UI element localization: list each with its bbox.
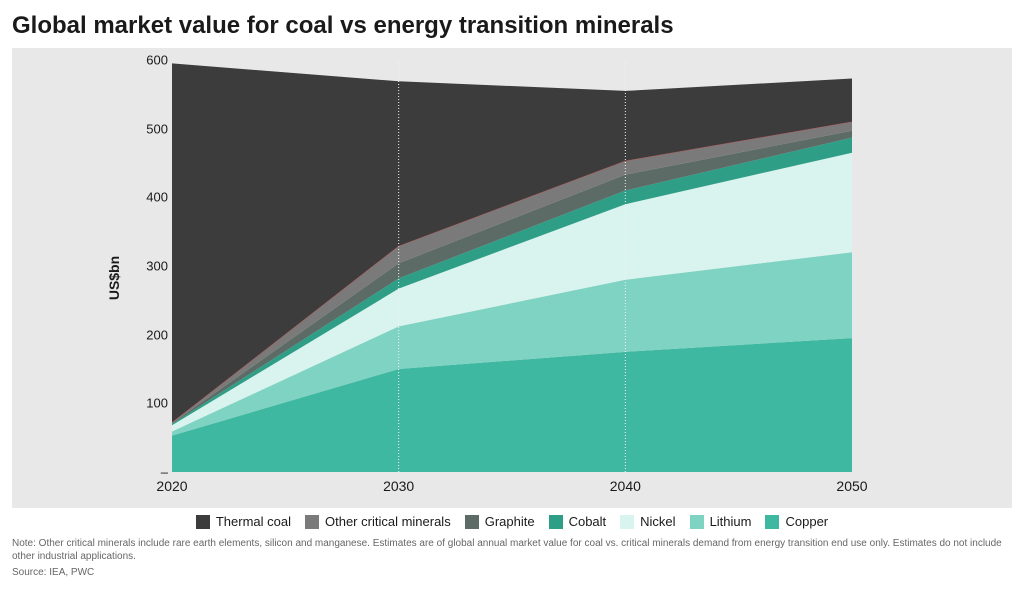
- y-tick-label: 300: [132, 259, 168, 274]
- legend-label: Cobalt: [569, 514, 607, 529]
- legend-swatch: [465, 515, 479, 529]
- area-chart-svg: [172, 60, 852, 472]
- legend-label: Copper: [785, 514, 828, 529]
- page-title: Global market value for coal vs energy t…: [12, 12, 1012, 40]
- y-tick-label: 400: [132, 190, 168, 205]
- legend-label: Lithium: [710, 514, 752, 529]
- legend-swatch: [690, 515, 704, 529]
- legend-item: Lithium: [690, 514, 752, 529]
- x-tick-label: 2020: [156, 478, 187, 494]
- chart-container: US$bn –100200300400500600 20202030204020…: [12, 48, 1012, 508]
- y-tick-label: 600: [132, 53, 168, 68]
- legend-label: Nickel: [640, 514, 675, 529]
- legend-item: Thermal coal: [196, 514, 291, 529]
- y-axis-ticks: –100200300400500600: [132, 60, 168, 472]
- x-axis-ticks: 2020203020402050: [172, 478, 852, 498]
- legend-swatch: [765, 515, 779, 529]
- plot-area: [172, 60, 852, 472]
- y-tick-label: 500: [132, 121, 168, 136]
- legend-item: Other critical minerals: [305, 514, 451, 529]
- legend-swatch: [196, 515, 210, 529]
- legend-swatch: [549, 515, 563, 529]
- legend-item: Nickel: [620, 514, 675, 529]
- y-tick-label: 100: [132, 396, 168, 411]
- legend-label: Thermal coal: [216, 514, 291, 529]
- legend-item: Cobalt: [549, 514, 607, 529]
- x-tick-label: 2040: [610, 478, 641, 494]
- legend-swatch: [620, 515, 634, 529]
- legend-item: Graphite: [465, 514, 535, 529]
- y-axis-label: US$bn: [106, 256, 122, 300]
- x-tick-label: 2030: [383, 478, 414, 494]
- chart-legend: Thermal coal Other critical minerals Graph…: [12, 514, 1012, 529]
- chart-source: Source: IEA, PWC: [12, 567, 1012, 578]
- chart-footnote: Note: Other critical minerals include ra…: [12, 537, 1012, 563]
- legend-swatch: [305, 515, 319, 529]
- legend-item: Copper: [765, 514, 828, 529]
- x-tick-label: 2050: [836, 478, 867, 494]
- y-tick-label: 200: [132, 327, 168, 342]
- legend-label: Graphite: [485, 514, 535, 529]
- legend-label: Other critical minerals: [325, 514, 451, 529]
